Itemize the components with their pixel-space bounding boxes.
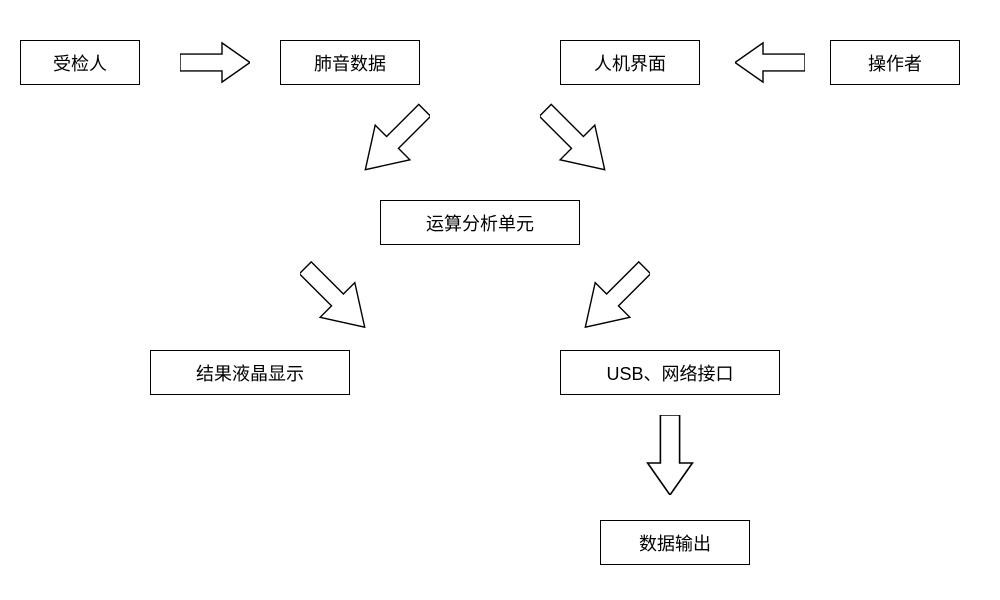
node-label: 肺音数据 (314, 50, 386, 76)
node-subject: 受检人 (20, 40, 140, 85)
arrow-down-right-icon (360, 100, 430, 180)
node-label: 受检人 (53, 50, 107, 76)
arrow-down-right-icon (580, 260, 650, 335)
arrow-down-left-icon (300, 260, 370, 335)
node-label: 人机界面 (594, 50, 666, 76)
node-output: 数据输出 (600, 520, 750, 565)
arrow-right-icon (180, 40, 250, 85)
node-label: 结果液晶显示 (196, 360, 304, 386)
arrow-down-icon (640, 415, 700, 495)
node-lungdata: 肺音数据 (280, 40, 420, 85)
node-label: 操作者 (868, 50, 922, 76)
node-usb: USB、网络接口 (560, 350, 780, 395)
node-analysis: 运算分析单元 (380, 200, 580, 245)
flowchart-canvas: 受检人 肺音数据 人机界面 操作者 运算分析单元 结果液晶显示 USB、网络接口… (0, 0, 1000, 600)
node-hmi: 人机界面 (560, 40, 700, 85)
node-label: USB、网络接口 (606, 360, 733, 386)
arrow-down-left-icon (540, 100, 610, 180)
node-label: 数据输出 (639, 530, 711, 556)
arrow-left-icon (735, 40, 805, 85)
node-label: 运算分析单元 (426, 210, 534, 236)
node-lcd: 结果液晶显示 (150, 350, 350, 395)
node-operator: 操作者 (830, 40, 960, 85)
